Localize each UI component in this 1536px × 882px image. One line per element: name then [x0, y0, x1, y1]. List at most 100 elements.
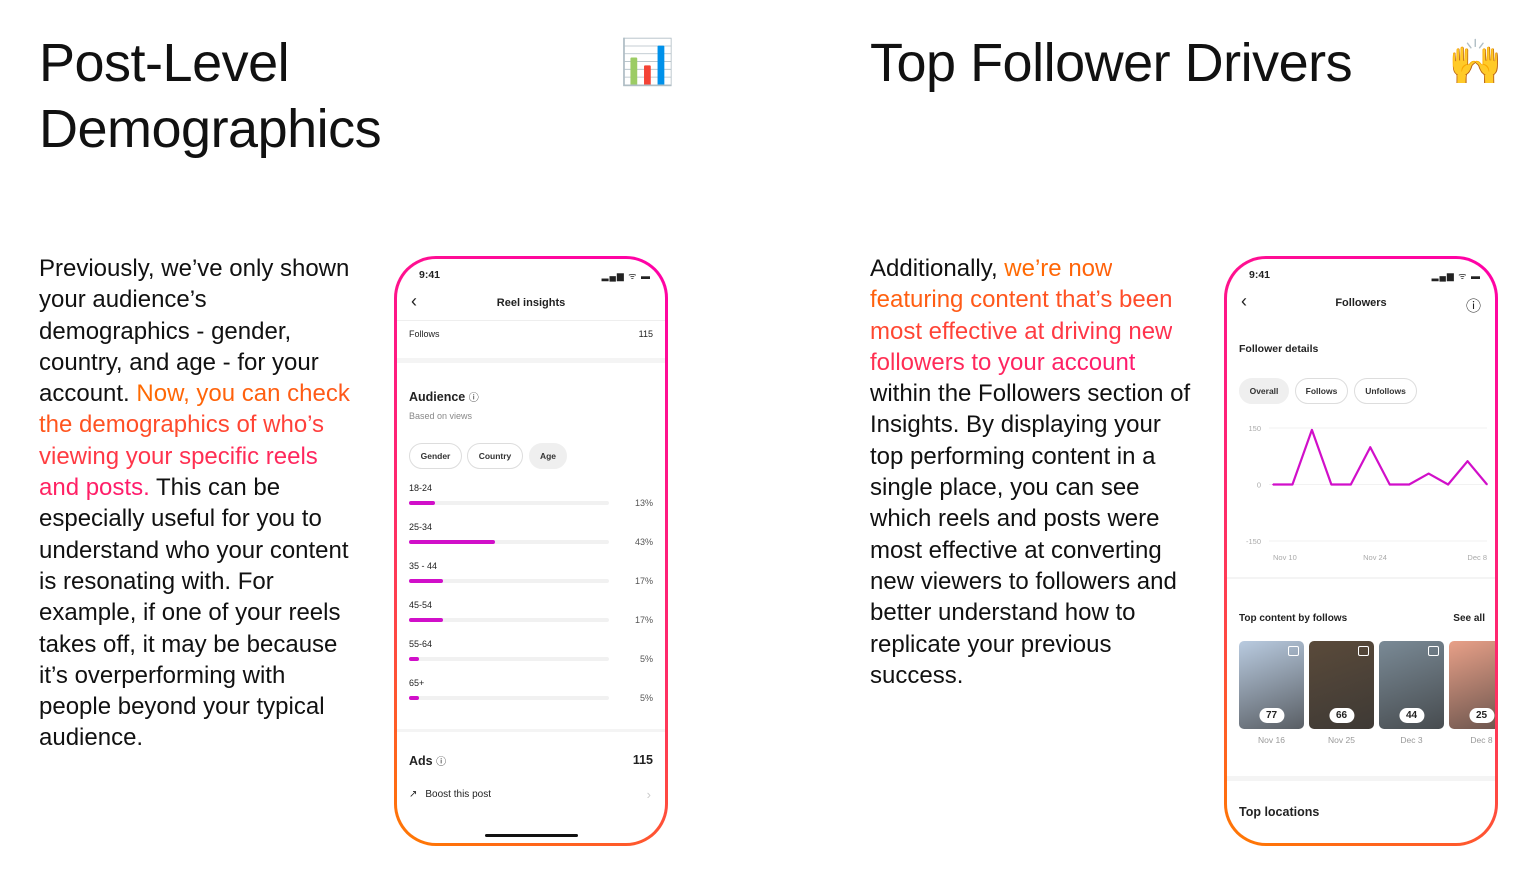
- age-label: 35 - 44: [409, 561, 438, 571]
- text: Additionally,: [870, 255, 1005, 282]
- age-bar-fill: [409, 657, 419, 661]
- data-point: [1272, 483, 1274, 486]
- age-percent: 5%: [639, 693, 653, 703]
- tab-country[interactable]: Country: [467, 443, 523, 469]
- age-bar-fill: [409, 501, 435, 505]
- follow-count-badge: 25: [1468, 708, 1495, 723]
- chevron-right-icon: ›: [646, 787, 651, 802]
- x-tick-label: Dec 8: [1467, 553, 1487, 562]
- age-percent: 5%: [639, 654, 653, 664]
- divider: [1227, 776, 1495, 781]
- y-tick-label: 150: [1248, 424, 1261, 433]
- ads-value: 115: [632, 753, 653, 767]
- divider: [397, 320, 665, 321]
- data-point: [1466, 460, 1469, 462]
- age-percent: 17%: [634, 576, 653, 586]
- left-paragraph: Previously, we’ve only shown your audien…: [39, 253, 357, 754]
- content-date: Dec 3: [1400, 735, 1423, 745]
- top-content-title: Top content by follows: [1239, 613, 1348, 624]
- content-date: Dec 8: [1470, 735, 1493, 745]
- top-locations-title: Top locations: [1239, 805, 1320, 819]
- highlight-text: we’re now featuring content that’s been …: [870, 255, 1173, 376]
- age-bar-track: [409, 696, 609, 700]
- age-bar-fill: [409, 618, 443, 622]
- data-point: [1427, 472, 1430, 475]
- data-point: [1369, 446, 1372, 449]
- content-date: Nov 25: [1328, 735, 1355, 745]
- x-tick-label: Nov 24: [1363, 553, 1387, 562]
- divider: [1227, 577, 1495, 579]
- status-icons: ▂▄▆ ᯤ ▬: [1431, 271, 1481, 281]
- back-chevron-icon[interactable]: ‹: [411, 291, 417, 311]
- age-bar-track: [409, 618, 609, 622]
- bar-chart-emoji-icon: 📊: [620, 37, 675, 88]
- screen-title: Reel insights: [496, 297, 566, 309]
- data-point: [1311, 429, 1313, 431]
- top-content-thumbnail[interactable]: 44: [1379, 641, 1444, 729]
- status-time: 9:41: [1249, 269, 1271, 281]
- age-percent: 43%: [634, 537, 653, 547]
- follow-count-badge: 44: [1398, 708, 1425, 723]
- follow-count-badge: 66: [1328, 708, 1355, 723]
- status-icons: ▂▄▆ ᯤ ▬: [601, 271, 651, 281]
- data-point: [1330, 483, 1333, 486]
- age-bar-track: [409, 657, 609, 661]
- tab-gender[interactable]: Gender: [409, 443, 462, 469]
- follows-label: Follows: [409, 329, 440, 339]
- y-tick-label: 0: [1257, 481, 1261, 490]
- age-bar-track: [409, 540, 609, 544]
- reel-icon: [1358, 646, 1369, 656]
- tab-follows[interactable]: Follows: [1295, 378, 1348, 404]
- age-bar-fill: [409, 579, 443, 583]
- text: This can be especially useful for you to…: [39, 474, 349, 752]
- age-bar-track: [409, 579, 609, 583]
- tab-age[interactable]: Age: [529, 443, 567, 469]
- data-point: [1350, 483, 1352, 486]
- boost-post-button[interactable]: ↗ Boost this post: [409, 789, 491, 800]
- top-content-thumbnail[interactable]: 25: [1449, 641, 1495, 729]
- data-point: [1291, 483, 1294, 486]
- trending-up-icon: ↗: [409, 789, 418, 800]
- ads-label: Ads: [409, 754, 433, 768]
- tab-unfollows[interactable]: Unfollows: [1354, 378, 1417, 404]
- info-icon[interactable]: ⓘ: [1465, 298, 1481, 315]
- divider: [397, 729, 665, 732]
- followers-series-line: [1273, 428, 1488, 486]
- text: Previously, we’ve only shown your audien…: [39, 255, 350, 408]
- age-percent: 17%: [634, 615, 653, 625]
- tab-overall[interactable]: Overall: [1239, 378, 1289, 404]
- x-tick-label: Nov 10: [1273, 553, 1297, 562]
- top-content-thumbnail[interactable]: 77: [1239, 641, 1304, 729]
- data-point: [1408, 483, 1410, 486]
- followers-line-chart: 150 0 -150 Nov 10 Nov 24 Dec 8: [1246, 424, 1488, 562]
- audience-title: Audience: [409, 390, 466, 404]
- age-label: 18-24: [409, 483, 433, 493]
- right-paragraph: Additionally, we’re now featuring conten…: [870, 253, 1192, 691]
- data-point: [1388, 483, 1391, 486]
- age-label: 65+: [409, 678, 425, 688]
- title-line: Demographics: [39, 99, 382, 159]
- reel-icon: [1288, 646, 1299, 656]
- age-percent: 13%: [634, 498, 653, 508]
- info-icon[interactable]: ⓘ: [468, 393, 479, 404]
- highlight-text: Now, you can check the demographics of w…: [39, 380, 350, 502]
- age-label: 25-34: [409, 522, 433, 532]
- data-point: [1447, 483, 1449, 486]
- follow-count-badge: 77: [1258, 708, 1285, 723]
- boost-label: Boost this post: [425, 789, 491, 800]
- left-title: Post-Level Demographics: [39, 30, 382, 162]
- section-title: Follower details: [1239, 343, 1319, 355]
- top-content-thumbnail[interactable]: 66: [1309, 641, 1374, 729]
- follows-value: 115: [638, 329, 653, 339]
- status-time: 9:41: [419, 269, 441, 281]
- title-line: Post-Level: [39, 33, 290, 93]
- age-label: 55-64: [409, 639, 433, 649]
- age-bar-track: [409, 501, 609, 505]
- home-indicator: [485, 834, 578, 837]
- info-icon[interactable]: ⓘ: [436, 757, 447, 768]
- raising-hands-emoji-icon: 🙌: [1448, 37, 1503, 88]
- back-chevron-icon[interactable]: ‹: [1241, 291, 1247, 311]
- see-all-link[interactable]: See all: [1453, 613, 1485, 624]
- followers-phone: 9:41 ▂▄▆ ᯤ ▬ ‹ Followers ⓘ Follower deta…: [1224, 256, 1498, 846]
- age-bar-fill: [409, 540, 495, 544]
